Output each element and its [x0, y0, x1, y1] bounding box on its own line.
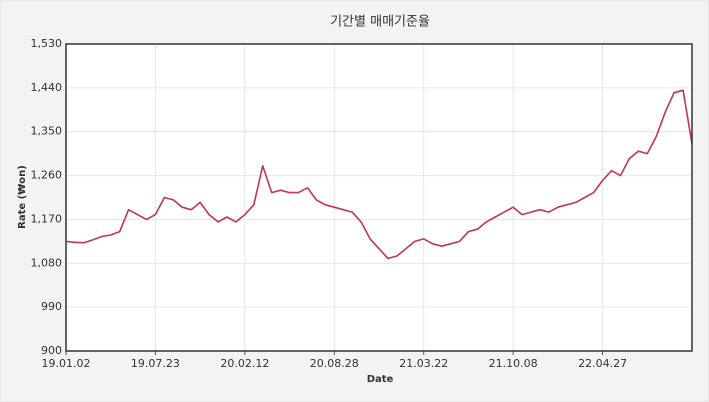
x-axis-title: Date	[367, 374, 394, 385]
x-tick-label: 19.07.23	[131, 357, 180, 370]
y-tick-label: 1,170	[31, 212, 63, 225]
y-tick-label: 900	[41, 344, 62, 357]
line-series	[65, 89, 693, 260]
y-tick-label: 990	[41, 300, 62, 313]
plot-border	[65, 43, 693, 352]
y-axis-title: Rate (₩on)	[17, 165, 28, 229]
plot-area	[66, 44, 692, 351]
x-tick-label: 21.03.22	[399, 357, 448, 370]
y-tick-label: 1,530	[31, 37, 63, 50]
x-tick-label: 20.02.12	[220, 357, 269, 370]
x-tick-label: 20.08.28	[310, 357, 359, 370]
y-tick-label: 1,440	[31, 81, 63, 94]
y-tick-label: 1,080	[31, 256, 63, 269]
chart-title: 기간별 매매기준율	[330, 15, 430, 30]
y-tick-label: 1,260	[31, 169, 63, 182]
x-tick-label: 22.04.27	[578, 357, 627, 370]
x-tick-label: 21.10.08	[489, 357, 538, 370]
y-tick-label: 1,350	[31, 125, 63, 138]
x-tick-label: 19.01.02	[42, 357, 91, 370]
